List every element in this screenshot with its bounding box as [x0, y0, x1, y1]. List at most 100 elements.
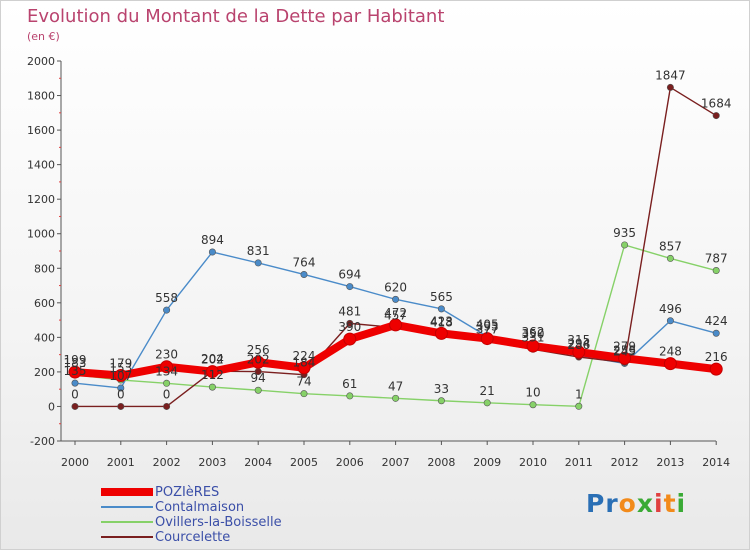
data-label-courcelette: 0: [71, 387, 79, 401]
data-label-pozi-res: 423: [430, 314, 453, 328]
data-point-ovillers-la-boisselle: [208, 383, 216, 391]
data-label-courcelette: 204: [201, 352, 224, 366]
data-point-ovillers-la-boisselle: [575, 402, 583, 410]
y-tick-label: 2000: [27, 55, 55, 68]
data-label-ovillers-la-boisselle: 21: [480, 384, 495, 398]
logo-letter: t: [663, 489, 677, 518]
proxiti-logo: Proxiti: [586, 489, 686, 518]
legend-label: Ovillers-la-Boisselle: [155, 515, 282, 530]
data-label-ovillers-la-boisselle: 183: [64, 356, 87, 370]
data-label-pozi-res: 315: [567, 333, 590, 347]
data-point-contalmaison: [208, 248, 216, 256]
data-labels: 135 107 558 894 831 764 694 620 565 405 362 294 249 4…: [64, 68, 732, 401]
data-label-pozi-res: 224: [293, 349, 316, 363]
y-tick-label: 1200: [27, 193, 55, 206]
data-label-pozi-res: 472: [384, 306, 407, 320]
x-tick-label: 2002: [153, 456, 181, 469]
data-point-courcelette: [666, 83, 674, 91]
data-point-contalmaison: [666, 317, 674, 325]
data-label-ovillers-la-boisselle: 935: [613, 226, 636, 240]
y-tick-label: 0: [48, 400, 55, 413]
x-tick-label: 2000: [61, 456, 89, 469]
data-point-pozi-res: [434, 326, 448, 340]
data-label-ovillers-la-boisselle: 47: [388, 379, 403, 393]
y-tick-label: 1000: [27, 228, 55, 241]
data-point-pozi-res: [205, 365, 219, 379]
logo-letter: o: [618, 489, 637, 518]
data-point-ovillers-la-boisselle: [437, 397, 445, 405]
data-point-contalmaison: [712, 329, 720, 337]
chart-subtitle: (en €): [27, 30, 60, 43]
x-tick-label: 2010: [519, 456, 547, 469]
x-tick-label: 2007: [382, 456, 410, 469]
data-point-pozi-res: [389, 318, 403, 332]
data-label-contalmaison: 565: [430, 290, 453, 304]
data-point-ovillers-la-boisselle: [163, 379, 171, 387]
data-point-ovillers-la-boisselle: [346, 392, 354, 400]
logo-letter: i: [654, 489, 664, 518]
data-label-pozi-res: 179: [109, 357, 132, 371]
data-point-contalmaison: [346, 283, 354, 291]
y-tick-label: 600: [34, 297, 55, 310]
data-label-pozi-res: 393: [476, 320, 499, 334]
data-label-ovillers-la-boisselle: 134: [155, 364, 178, 378]
data-point-ovillers-la-boisselle: [621, 241, 629, 249]
data-label-courcelette: 184: [293, 356, 316, 370]
data-label-contalmaison: 764: [293, 255, 316, 269]
x-tick-label: 2005: [290, 456, 318, 469]
x-tick-label: 2003: [198, 456, 226, 469]
y-tick-label: 1800: [27, 90, 55, 103]
data-point-ovillers-la-boisselle: [712, 267, 720, 275]
data-label-contalmaison: 405: [476, 318, 499, 332]
x-tick-label: 2011: [565, 456, 593, 469]
data-label-pozi-res: 199: [64, 353, 87, 367]
data-point-pozi-res: [663, 357, 677, 371]
data-label-courcelette: 255: [613, 343, 636, 357]
data-label-courcelette: 418: [430, 315, 453, 329]
data-point-ovillers-la-boisselle: [254, 386, 262, 394]
data-label-courcelette: 1847: [655, 68, 686, 82]
data-point-pozi-res: [297, 361, 311, 375]
x-tick-label: 2013: [656, 456, 684, 469]
data-label-contalmaison: 831: [247, 244, 270, 258]
data-label-pozi-res: 202: [201, 353, 224, 367]
logo-letter: P: [586, 489, 606, 518]
data-label-pozi-res: 256: [247, 343, 270, 357]
data-label-ovillers-la-boisselle: 787: [705, 252, 728, 266]
data-label-contalmaison: 496: [659, 302, 682, 316]
data-point-contalmaison: [437, 305, 445, 313]
x-tick-label: 2008: [427, 456, 455, 469]
data-point-ovillers-la-boisselle: [529, 401, 537, 409]
data-point-pozi-res: [618, 351, 632, 365]
data-point-contalmaison: [117, 384, 125, 392]
data-point-pozi-res: [343, 332, 357, 346]
data-point-contalmaison: [300, 270, 308, 278]
data-label-contalmaison: 558: [155, 291, 178, 305]
data-label-courcelette: 0: [117, 387, 125, 401]
data-label-pozi-res: 279: [613, 339, 636, 353]
data-label-courcelette: 377: [476, 322, 499, 336]
y-tick-label: 400: [34, 331, 55, 344]
x-tick-label: 2014: [702, 456, 730, 469]
logo-letter: i: [676, 489, 687, 518]
data-label-ovillers-la-boisselle: 94: [251, 371, 266, 385]
legend-swatch: [101, 506, 153, 508]
x-tick-label: 2012: [611, 456, 639, 469]
logo-letter: r: [605, 489, 619, 518]
chart-title: Evolution du Montant de la Dette par Hab…: [27, 6, 445, 27]
data-label-contalmaison: 249: [613, 344, 636, 358]
data-point-courcelette: [117, 402, 125, 410]
data-label-contalmaison: 620: [384, 280, 407, 294]
data-point-pozi-res: [160, 360, 174, 374]
data-point-pozi-res: [526, 339, 540, 353]
data-point-ovillers-la-boisselle: [300, 390, 308, 398]
legend-swatch: [101, 536, 153, 538]
data-point-courcelette: [163, 402, 171, 410]
data-point-pozi-res: [114, 369, 128, 383]
y-tick-label: 800: [34, 262, 55, 275]
data-point-pozi-res: [251, 355, 265, 369]
data-label-contalmaison: 424: [705, 314, 728, 328]
data-label-courcelette: 286: [567, 338, 590, 352]
data-label-contalmaison: 135: [64, 364, 87, 378]
